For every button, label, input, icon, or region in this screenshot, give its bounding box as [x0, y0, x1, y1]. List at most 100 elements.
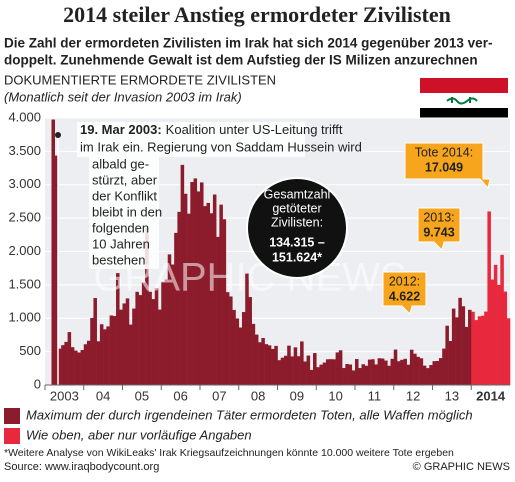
bar [329, 359, 333, 385]
legend-swatch [4, 428, 20, 444]
bar [271, 348, 275, 385]
callout-value: 9.743 [423, 225, 454, 239]
x-tick-label: 08 [251, 388, 265, 403]
bar [77, 352, 81, 385]
y-tick-label: 4.000 [8, 109, 41, 124]
bar [264, 344, 269, 385]
bar [390, 358, 395, 385]
bar [484, 311, 488, 385]
total-label: Zivilisten: [271, 215, 323, 229]
bar [135, 291, 139, 385]
legend-swatch [4, 408, 20, 424]
source: Source: www.iraqbodycount.org [4, 461, 159, 473]
bar [293, 347, 298, 385]
y-tick-label: 1.000 [8, 310, 41, 325]
bar [442, 348, 446, 385]
bar [235, 318, 240, 385]
bar [367, 359, 372, 385]
bar [451, 308, 456, 385]
bar [83, 344, 88, 385]
bar [251, 323, 256, 385]
bar [474, 320, 478, 385]
annotation-date: 19. Mar 2003: [80, 122, 162, 137]
bar [277, 360, 282, 385]
bar [448, 341, 453, 385]
bar [67, 332, 72, 385]
bar [387, 365, 391, 385]
bar [461, 306, 466, 385]
annotation-text: im Irak ein. Regierung von Saddam Hussei… [80, 139, 362, 154]
callout-value: 4.622 [389, 289, 420, 303]
callout-label: 2013: [423, 210, 454, 224]
bar [86, 340, 91, 385]
bar [180, 164, 185, 385]
bar [280, 357, 285, 385]
bar [203, 206, 207, 385]
bar [400, 359, 404, 385]
bar [209, 213, 214, 385]
bar [377, 358, 382, 385]
bar [258, 342, 262, 385]
bar [196, 191, 201, 385]
y-tick-label: 3.500 [8, 143, 41, 158]
bar [212, 194, 217, 385]
bar [458, 297, 462, 385]
x-tick-label: 11 [368, 388, 382, 403]
bar [193, 178, 198, 385]
bar [355, 359, 359, 385]
callout-box [382, 271, 427, 315]
bar [283, 355, 288, 385]
bar [99, 324, 104, 385]
bar [303, 361, 307, 385]
total-value: 134.315 – [269, 235, 325, 249]
y-tick-label: 2.000 [8, 243, 41, 258]
y-tick-label: 2.500 [8, 210, 41, 225]
annotation: 19. Mar 2003: Koalition unter US-Leitung … [80, 122, 343, 137]
y-tick-label: 1.500 [8, 276, 41, 291]
bar [248, 297, 252, 385]
bar [145, 228, 149, 385]
bar [322, 362, 327, 385]
callout-box [404, 142, 491, 190]
y-tick-label: 0 [34, 376, 41, 391]
bar [416, 356, 420, 385]
x-tick-label: 2014 [476, 388, 506, 403]
bar [435, 360, 440, 385]
bar [409, 349, 414, 385]
bar [477, 316, 482, 385]
bar [290, 356, 294, 385]
legend-label: Wie oben, aber nur vorläufige Angaben [26, 427, 252, 442]
bar [438, 358, 443, 385]
bar [313, 353, 317, 385]
bar [413, 353, 417, 385]
bar [122, 303, 127, 385]
bar [61, 345, 65, 385]
bar [345, 363, 349, 385]
bar [267, 345, 272, 385]
bar [225, 292, 230, 385]
bar [141, 282, 146, 385]
bar [232, 309, 236, 385]
bar [480, 315, 485, 385]
bar [506, 318, 511, 385]
bar [64, 341, 68, 385]
bar [306, 355, 311, 385]
bar [112, 316, 117, 385]
bar [358, 368, 362, 385]
bar [116, 273, 120, 385]
x-tick-label: 13 [445, 388, 459, 403]
bar [316, 367, 320, 385]
bar [96, 341, 101, 385]
bar [351, 370, 356, 385]
bar [238, 327, 243, 385]
bar [125, 298, 130, 385]
bar [296, 356, 301, 385]
bar [151, 299, 156, 385]
annotation-text: der Konflikt [92, 188, 157, 203]
bar [503, 291, 508, 385]
bar [300, 341, 304, 385]
bar [384, 360, 388, 385]
bar [132, 308, 136, 385]
bar [128, 324, 133, 385]
